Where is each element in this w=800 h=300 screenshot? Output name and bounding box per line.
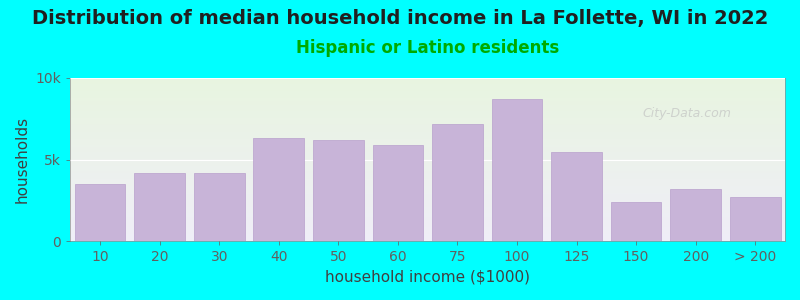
Text: Distribution of median household income in La Follette, WI in 2022: Distribution of median household income … — [32, 9, 768, 28]
Bar — [313, 140, 364, 242]
Bar — [194, 173, 245, 242]
Bar — [492, 99, 542, 242]
Bar — [373, 145, 423, 242]
Text: City-Data.com: City-Data.com — [642, 107, 731, 121]
Bar — [551, 152, 602, 242]
Y-axis label: households: households — [15, 116, 30, 203]
Title: Hispanic or Latino residents: Hispanic or Latino residents — [296, 39, 559, 57]
Bar — [611, 202, 662, 242]
Bar — [730, 197, 781, 242]
Bar — [134, 173, 185, 242]
X-axis label: household income ($1000): household income ($1000) — [325, 270, 530, 285]
Bar — [254, 139, 304, 242]
Bar — [432, 124, 482, 242]
Bar — [670, 189, 721, 242]
Bar — [75, 184, 126, 242]
